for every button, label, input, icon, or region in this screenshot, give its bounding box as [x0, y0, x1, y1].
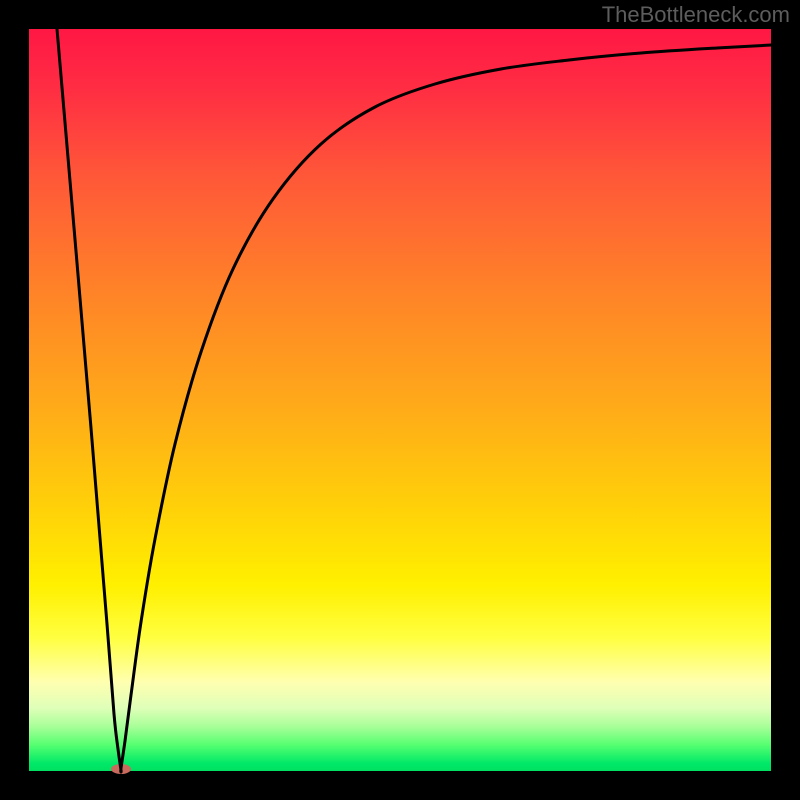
curve-path — [57, 29, 771, 772]
bottleneck-curve — [29, 29, 771, 771]
watermark-text: TheBottleneck.com — [602, 2, 790, 28]
plot-area — [29, 29, 771, 771]
